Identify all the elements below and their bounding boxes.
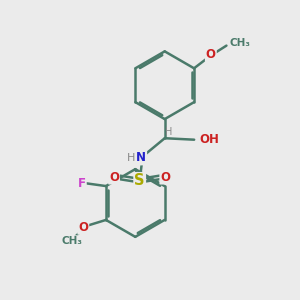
Text: O: O <box>78 221 88 234</box>
Text: O: O <box>160 171 170 184</box>
Text: F: F <box>78 177 86 190</box>
Text: O: O <box>206 48 216 61</box>
Text: O: O <box>109 171 119 184</box>
Text: H: H <box>127 153 136 163</box>
Text: S: S <box>134 173 145 188</box>
Text: CH₃: CH₃ <box>230 38 250 48</box>
Text: OH: OH <box>200 133 219 146</box>
Text: N: N <box>136 152 146 164</box>
Text: H: H <box>165 127 172 137</box>
Text: CH₃: CH₃ <box>61 236 82 246</box>
